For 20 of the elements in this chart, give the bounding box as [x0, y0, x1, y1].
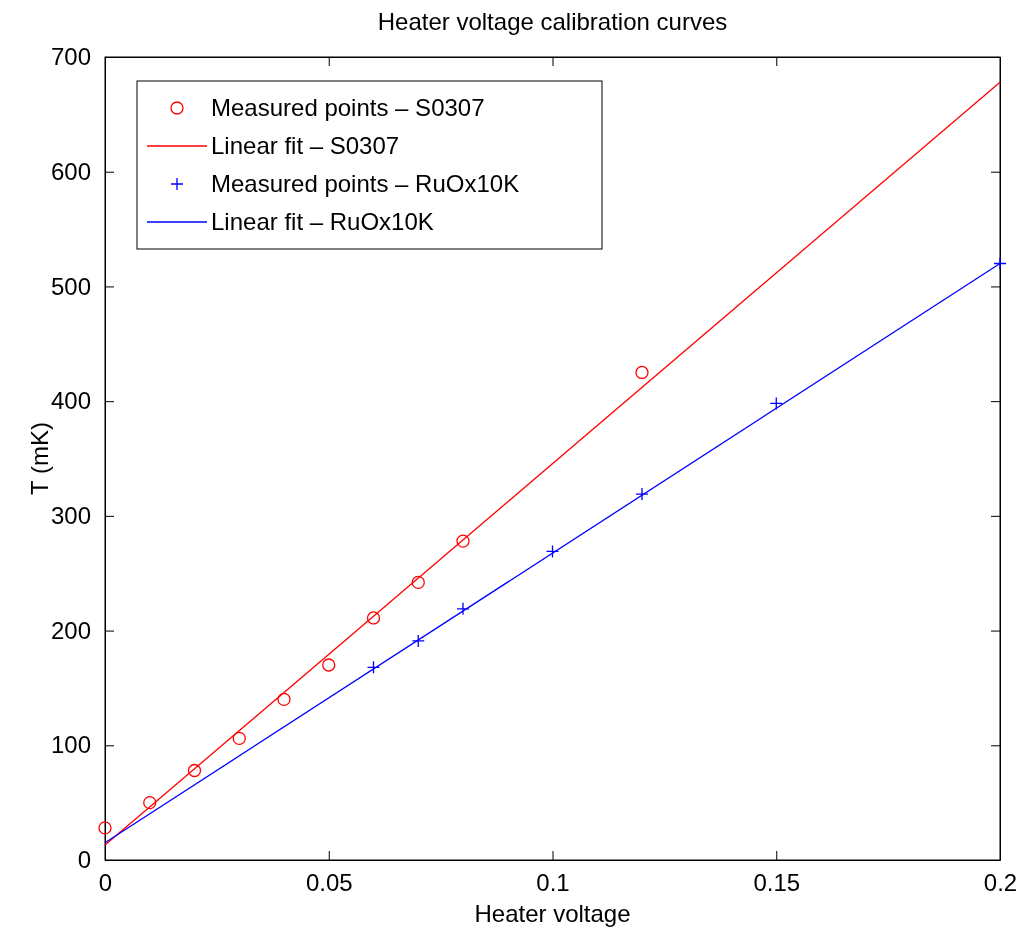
x-tick-label: 0.2: [983, 869, 1018, 897]
y-tick-label: 500: [50, 272, 91, 300]
y-tick-label: 700: [50, 43, 91, 71]
x-tick-label: 0.15: [753, 869, 801, 897]
y-tick-label: 300: [50, 502, 91, 530]
y-tick-label: 600: [50, 157, 91, 185]
legend-label: Measured points – S0307: [211, 94, 485, 121]
y-tick-label: 100: [50, 731, 91, 759]
y-tick-label: 400: [50, 387, 91, 415]
y-tick-label: 200: [50, 616, 91, 644]
x-tick-label: 0.05: [305, 869, 353, 897]
chart-title: Heater voltage calibration curves: [377, 8, 728, 35]
x-axis-title: Heater voltage: [474, 900, 631, 927]
x-tick-label: 0: [98, 869, 113, 897]
y-axis-title: T (mK): [26, 422, 53, 495]
legend-label: Linear fit – RuOx10K: [211, 208, 434, 235]
legend-label: Linear fit – S0307: [211, 132, 400, 159]
y-tick-label: 0: [77, 846, 91, 874]
x-tick-label: 0.1: [536, 869, 570, 897]
legend-label: Measured points – RuOx10K: [211, 170, 520, 197]
